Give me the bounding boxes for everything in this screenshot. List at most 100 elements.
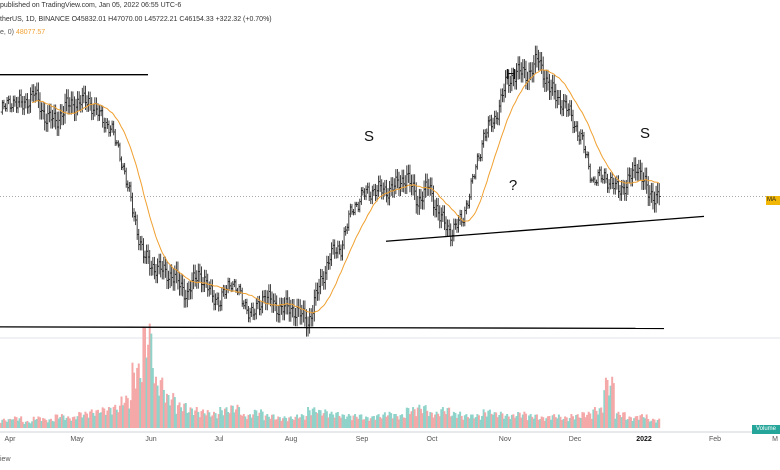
volume-bar <box>518 412 521 428</box>
volume-bar <box>67 416 70 428</box>
volume-bar <box>376 415 379 428</box>
volume-bar <box>339 417 342 428</box>
volume-bar <box>60 414 63 428</box>
volume-bar <box>368 420 371 428</box>
pattern-label: H <box>506 66 517 83</box>
volume-bar <box>170 399 173 428</box>
volume-bar <box>134 388 137 428</box>
volume-bar <box>564 416 567 428</box>
volume-bar <box>13 416 16 428</box>
volume-bar <box>570 414 573 428</box>
volume-bar <box>76 416 79 428</box>
volume-bar <box>161 377 164 428</box>
volume-bar <box>98 412 101 428</box>
volume-bar <box>45 420 48 428</box>
volume-bar <box>554 417 557 428</box>
volume-bar <box>86 413 89 428</box>
volume-bar <box>336 411 339 428</box>
volume-bar <box>481 415 484 428</box>
volume-bar <box>438 416 441 428</box>
volume-bar <box>281 418 284 428</box>
volume-bar <box>96 409 99 428</box>
volume-bar <box>650 420 653 428</box>
volume-bar <box>459 411 462 428</box>
volume-bar <box>2 418 5 428</box>
volume-bar <box>129 400 132 428</box>
volume-bar <box>272 414 275 428</box>
x-tick-label: Dec <box>569 436 582 443</box>
volume-bar <box>139 378 142 428</box>
volume-bar <box>316 413 319 428</box>
pattern-label: S <box>364 128 374 145</box>
trendlines <box>0 74 705 330</box>
volume-bar <box>32 416 35 428</box>
price-axis-badge: MA <box>766 196 780 205</box>
volume-bar <box>561 420 564 428</box>
volume-bar <box>126 398 129 428</box>
volume-bar <box>521 414 524 428</box>
volume-bar <box>151 368 154 428</box>
volume-bar <box>513 417 516 428</box>
volume-bar <box>587 411 590 428</box>
volume-bar <box>441 407 444 428</box>
volume-bar <box>70 420 73 428</box>
volume-bar <box>145 357 148 428</box>
volume-bar <box>318 409 321 428</box>
volume-bar <box>394 414 397 428</box>
volume-bar <box>314 412 317 428</box>
volume-bar <box>487 410 490 428</box>
volume-bar <box>198 417 201 428</box>
volume-bar <box>496 417 499 428</box>
volume-bar <box>363 419 366 428</box>
volume-bar <box>297 418 300 428</box>
volume-bar <box>228 413 231 428</box>
volume-bar <box>183 403 186 428</box>
volume-bar <box>600 407 603 428</box>
volume-bar <box>181 411 184 428</box>
volume-bar <box>244 416 247 428</box>
volume-bar <box>427 416 430 428</box>
volume-bar <box>639 415 642 428</box>
volume-bar <box>164 402 167 428</box>
volume-bar <box>655 422 658 428</box>
volume-bar <box>172 393 175 428</box>
volume-bar <box>405 407 408 428</box>
volume-bar <box>319 410 322 428</box>
volume-bar <box>270 414 273 428</box>
volume-bar <box>343 414 346 428</box>
volume-bar <box>365 416 368 428</box>
volume-bar <box>184 403 187 428</box>
volume-bar <box>419 408 422 428</box>
volume-bar <box>347 414 350 428</box>
volume-bar <box>49 418 52 428</box>
volume-bar <box>195 407 198 428</box>
volume-bar <box>239 414 242 428</box>
ma-legend-prefix: e, 0) <box>0 29 15 36</box>
volume-bar <box>355 416 358 428</box>
volume-bar <box>327 417 330 428</box>
volume-bar <box>390 413 393 428</box>
volume-bar <box>526 420 529 428</box>
volume-bar <box>299 417 302 428</box>
volume-bar <box>169 405 172 428</box>
ma-line <box>31 69 660 314</box>
volume-bar <box>150 333 153 428</box>
volume-bar <box>274 419 277 428</box>
volume-bar <box>324 409 327 428</box>
volume-bar <box>260 409 263 428</box>
volume-bar <box>391 418 394 428</box>
volume-bar <box>626 419 629 428</box>
volume-bar <box>445 414 448 428</box>
volume-bar <box>233 412 236 428</box>
volume-bar <box>123 402 126 428</box>
volume-bar <box>528 415 531 428</box>
volume-bar <box>321 415 324 428</box>
volume-bar <box>396 416 399 428</box>
volume-bar <box>455 417 458 428</box>
volume-bar <box>296 414 299 428</box>
volume-bar <box>531 416 534 428</box>
volume-bar <box>540 416 543 428</box>
volume-bar <box>112 406 115 428</box>
volume-bar <box>286 421 289 428</box>
